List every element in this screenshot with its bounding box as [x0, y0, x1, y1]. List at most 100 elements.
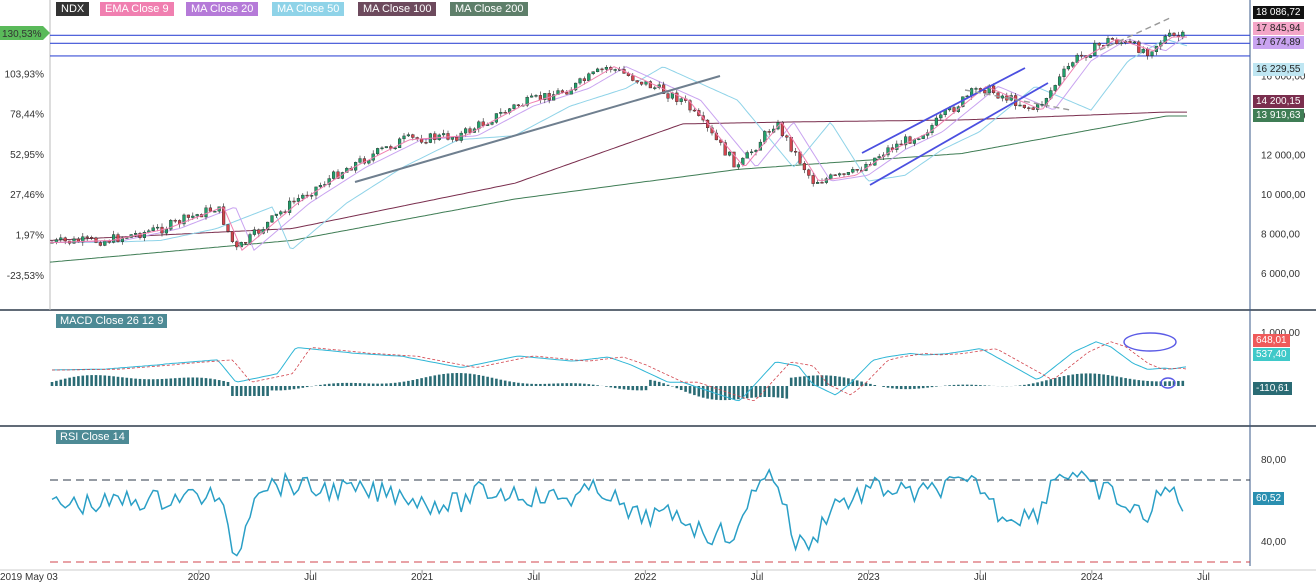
flag-line: [964, 89, 1071, 111]
macd-bar: [561, 383, 564, 386]
legend-item[interactable]: MA Close 200: [450, 2, 529, 16]
macd-bar: [442, 373, 445, 386]
macd-bar: [371, 383, 375, 386]
macd-bar: [187, 377, 190, 386]
macd-bar: [530, 383, 533, 386]
candle-body: [142, 231, 146, 238]
macd-bar: [1053, 378, 1057, 386]
macd-bar: [706, 386, 709, 399]
macd-bar: [195, 377, 199, 386]
macd-highlight: [1123, 332, 1177, 352]
macd-bar: [1102, 374, 1105, 386]
macd-bar: [715, 386, 718, 400]
candle-body: [640, 81, 644, 85]
macd-bar: [926, 386, 929, 388]
candle-body: [310, 195, 314, 197]
legend-item[interactable]: MA Close 50: [272, 2, 345, 16]
candle-body: [59, 237, 63, 240]
price-label: 14 200,15: [1253, 95, 1304, 108]
percent-axis-tick: -23,53%: [7, 271, 44, 282]
price-label: 13 919,63: [1253, 109, 1304, 122]
candle-body: [596, 68, 600, 72]
macd-bar: [820, 375, 824, 386]
legend-item[interactable]: MA Close 100: [358, 2, 437, 16]
legend-item[interactable]: MA Close 20: [186, 2, 259, 16]
candle-body: [274, 213, 278, 216]
candle-body: [1066, 65, 1070, 70]
candle-body: [591, 71, 595, 75]
macd-bar: [297, 386, 300, 389]
macd-bar: [627, 386, 630, 390]
candle-body: [1079, 54, 1084, 57]
legend-item[interactable]: NDX: [56, 2, 90, 16]
macd-bar: [1080, 373, 1083, 386]
candle-body: [1075, 54, 1079, 63]
macd-bar: [565, 383, 569, 386]
macd-bar: [948, 385, 951, 386]
candle-body: [741, 157, 745, 165]
macd-bar: [59, 379, 63, 386]
candle-body: [846, 172, 850, 175]
candle-body: [1167, 32, 1172, 37]
macd-bar: [283, 386, 287, 391]
macd-bar: [468, 373, 472, 386]
macd-bar: [1027, 384, 1031, 386]
macd-bar: [415, 379, 419, 386]
candle-body: [288, 200, 292, 213]
wedge-line: [1099, 17, 1171, 51]
macd-bar: [723, 386, 727, 401]
macd-bar: [424, 377, 428, 386]
macd-bar: [609, 386, 613, 388]
macd-bar: [886, 386, 890, 388]
candle-body: [1053, 85, 1057, 91]
macd-bar: [1040, 381, 1044, 386]
macd-bar: [63, 378, 67, 386]
macd-bar: [539, 383, 542, 386]
percent-axis-tick: 1,97%: [16, 231, 44, 242]
macd-bar: [666, 384, 670, 386]
macd-value-label: 537,40: [1253, 348, 1290, 361]
macd-bar: [116, 376, 120, 386]
macd-bar: [697, 386, 701, 397]
macd-bar: [521, 383, 525, 386]
macd-bar: [710, 386, 714, 400]
macd-bar: [1155, 381, 1158, 386]
candle-body: [230, 231, 234, 242]
macd-bar: [508, 381, 511, 386]
macd-bar: [486, 376, 489, 386]
legend-item[interactable]: EMA Close 9: [100, 2, 174, 16]
macd-bar: [543, 383, 547, 386]
macd-bar: [385, 383, 388, 386]
macd-bar: [798, 376, 802, 386]
macd-bar: [904, 386, 907, 390]
macd-bar: [596, 385, 599, 386]
macd-bar: [908, 386, 912, 390]
candle-body: [107, 240, 111, 243]
macd-bar: [55, 380, 58, 386]
candle-body: [336, 171, 340, 179]
macd-bar: [525, 383, 529, 386]
macd-bar: [605, 386, 608, 387]
candle-body: [675, 92, 679, 102]
macd-bar: [688, 386, 692, 394]
percent-axis-tick: 103,93%: [5, 69, 45, 80]
macd-bar: [882, 386, 885, 387]
macd-bar: [829, 375, 833, 386]
candle-body: [842, 173, 846, 175]
macd-bar: [178, 377, 181, 386]
macd-bar: [583, 383, 586, 386]
macd-bar: [446, 373, 450, 386]
macd-signal-line: [52, 341, 1187, 402]
macd-bar: [1150, 381, 1154, 386]
candle-body: [829, 174, 833, 179]
price-axis-tick: 10 000,00: [1261, 190, 1306, 201]
macd-bar: [930, 386, 934, 388]
candle-body: [582, 78, 586, 82]
candle-body: [530, 95, 534, 98]
macd-bar: [94, 375, 98, 386]
macd-bar: [640, 386, 643, 391]
macd-bar: [477, 374, 481, 386]
ma100-line: [49, 111, 1187, 241]
candle-body: [279, 211, 283, 215]
